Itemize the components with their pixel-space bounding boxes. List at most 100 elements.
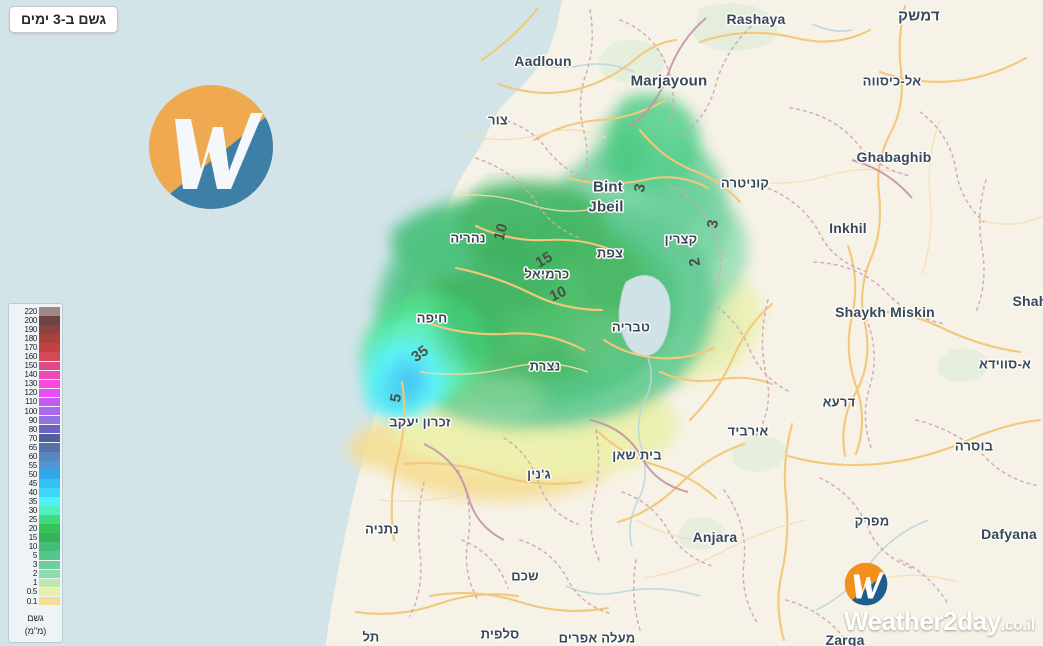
legend-value: 45 (28, 478, 38, 488)
legend-swatch (39, 515, 60, 524)
legend-swatch (39, 388, 60, 398)
legend-row: 170 (11, 343, 60, 352)
watermark-text: Weather2day.co.il (844, 607, 1035, 640)
legend-value: 35 (28, 497, 38, 506)
legend-row: 80 (11, 425, 60, 434)
legend-value: 1 (32, 578, 37, 588)
legend-value: 40 (28, 487, 38, 497)
legend-row: 55 (11, 461, 60, 470)
legend-swatch (39, 370, 60, 380)
legend-row: 40 (11, 488, 60, 497)
legend-value: 50 (28, 469, 38, 479)
legend-value: 130 (24, 379, 38, 389)
legend-row: 20 (11, 524, 60, 533)
legend-row: 25 (11, 515, 60, 524)
legend-value: 55 (28, 460, 38, 470)
legend-swatch (39, 433, 60, 443)
legend-swatch (39, 596, 60, 606)
legend-swatch (39, 461, 60, 470)
legend-row: 220 (11, 307, 60, 316)
legend-row: 3 (11, 560, 60, 569)
legend-swatch (39, 551, 60, 561)
legend-swatch (39, 397, 60, 407)
legend-value: 25 (28, 515, 38, 525)
watermark: Weather2day.co.il (844, 562, 1035, 640)
legend-swatch (39, 542, 60, 552)
legend-value: 90 (28, 415, 38, 425)
legend-row: 160 (11, 352, 60, 361)
legend-swatch (39, 587, 60, 597)
legend-value: 2 (32, 569, 37, 579)
legend-swatch (39, 488, 60, 497)
legend-row: 10 (11, 542, 60, 551)
legend-row: 5 (11, 551, 60, 560)
legend-swatch (39, 497, 60, 506)
legend-swatch (39, 479, 60, 488)
legend-value: 65 (28, 442, 38, 452)
legend-swatch (39, 361, 60, 371)
precipitation-legend[interactable]: 220 200 190 180 170 160 150 140 130 120 110 100 90 80… (8, 303, 63, 643)
legend-swatch (39, 560, 60, 570)
legend-row: 60 (11, 452, 60, 461)
legend-swatch (39, 569, 60, 579)
legend-swatch (39, 415, 60, 425)
watermark-logo-icon (844, 562, 888, 606)
legend-swatch (39, 307, 60, 316)
legend-swatch (39, 334, 60, 343)
watermark-tld: .co.il (1000, 617, 1035, 634)
legend-value: 200 (24, 316, 38, 326)
legend-value: 120 (24, 388, 38, 398)
legend-row: 130 (11, 379, 60, 388)
legend-row: 15 (11, 533, 60, 542)
legend-row: 0.1 (11, 597, 60, 606)
legend-row: 50 (11, 470, 60, 479)
legend-row: 140 (11, 370, 60, 379)
map-title-chip[interactable]: גשם ב-3 ימים (9, 6, 119, 33)
legend-value: 20 (28, 524, 38, 534)
legend-value: 80 (28, 424, 38, 434)
legend-value: 180 (24, 334, 38, 344)
legend-units: (מ"מ) (24, 625, 47, 636)
legend-row: 2 (11, 569, 60, 578)
legend-swatch (39, 524, 60, 533)
legend-caption: גשם (27, 612, 44, 623)
legend-row: 190 (11, 325, 60, 334)
legend-swatch (39, 451, 60, 461)
legend-row: 180 (11, 334, 60, 343)
legend-value: 190 (24, 325, 38, 335)
legend-value: 5 (32, 551, 37, 561)
legend-swatch (39, 470, 60, 479)
legend-value: 100 (24, 406, 38, 416)
legend-row: 150 (11, 361, 60, 370)
legend-row: 100 (11, 407, 60, 416)
legend-value: 110 (25, 397, 37, 407)
legend-value: 220 (24, 307, 38, 317)
legend-value: 30 (28, 506, 38, 516)
legend-row: 1 (11, 578, 60, 587)
legend-swatch (39, 379, 60, 389)
legend-row: 65 (11, 443, 60, 452)
legend-value: 70 (28, 433, 38, 443)
legend-row: 110 (11, 397, 60, 406)
legend-row: 45 (11, 479, 60, 488)
legend-value: 15 (28, 533, 38, 543)
legend-row: 90 (11, 416, 60, 425)
legend-scale: 220 200 190 180 170 160 150 140 130 120 110 100 90 80… (11, 307, 60, 606)
legend-value: 150 (24, 361, 38, 371)
legend-row: 120 (11, 388, 60, 397)
legend-row: 70 (11, 434, 60, 443)
legend-swatch (39, 343, 60, 352)
legend-swatch (39, 352, 60, 362)
legend-swatch (39, 406, 60, 416)
legend-value: 140 (24, 370, 38, 380)
legend-swatch (39, 442, 60, 452)
legend-swatch (39, 578, 60, 588)
legend-swatch (39, 316, 60, 325)
legend-value: 170 (24, 343, 38, 353)
legend-swatch (39, 506, 60, 515)
watermark-brand: Weather2day (843, 606, 1001, 636)
legend-value: 160 (24, 352, 38, 362)
legend-row: 35 (11, 497, 60, 506)
